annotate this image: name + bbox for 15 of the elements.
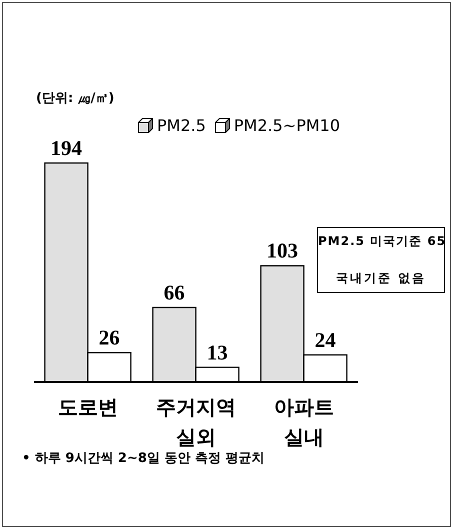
data-label: 13 [206, 340, 228, 364]
x-tick-label: 아파트 실내 [274, 395, 334, 449]
data-label: 103 [266, 238, 298, 263]
text: (단위: ㎍/㎥) [36, 90, 114, 107]
data-label: 66 [164, 280, 185, 304]
data-label: 194 [50, 136, 83, 160]
x-tick-label: 도로변 [58, 395, 118, 419]
annotation: PM2.5 미국기준 65 [318, 233, 446, 250]
x-tick-label: 주거지역 실외 [156, 395, 236, 449]
data-label: 26 [98, 326, 120, 350]
data-label: 24 [314, 328, 336, 352]
legend-label: PM2.5~PM10 [234, 116, 340, 135]
annotation: 국내기준 없음 [334, 270, 428, 287]
legend-label: PM2.5 [157, 116, 206, 135]
text: • 하루 9시간씩 2~8일 동안 측정 평균치 [22, 450, 264, 467]
